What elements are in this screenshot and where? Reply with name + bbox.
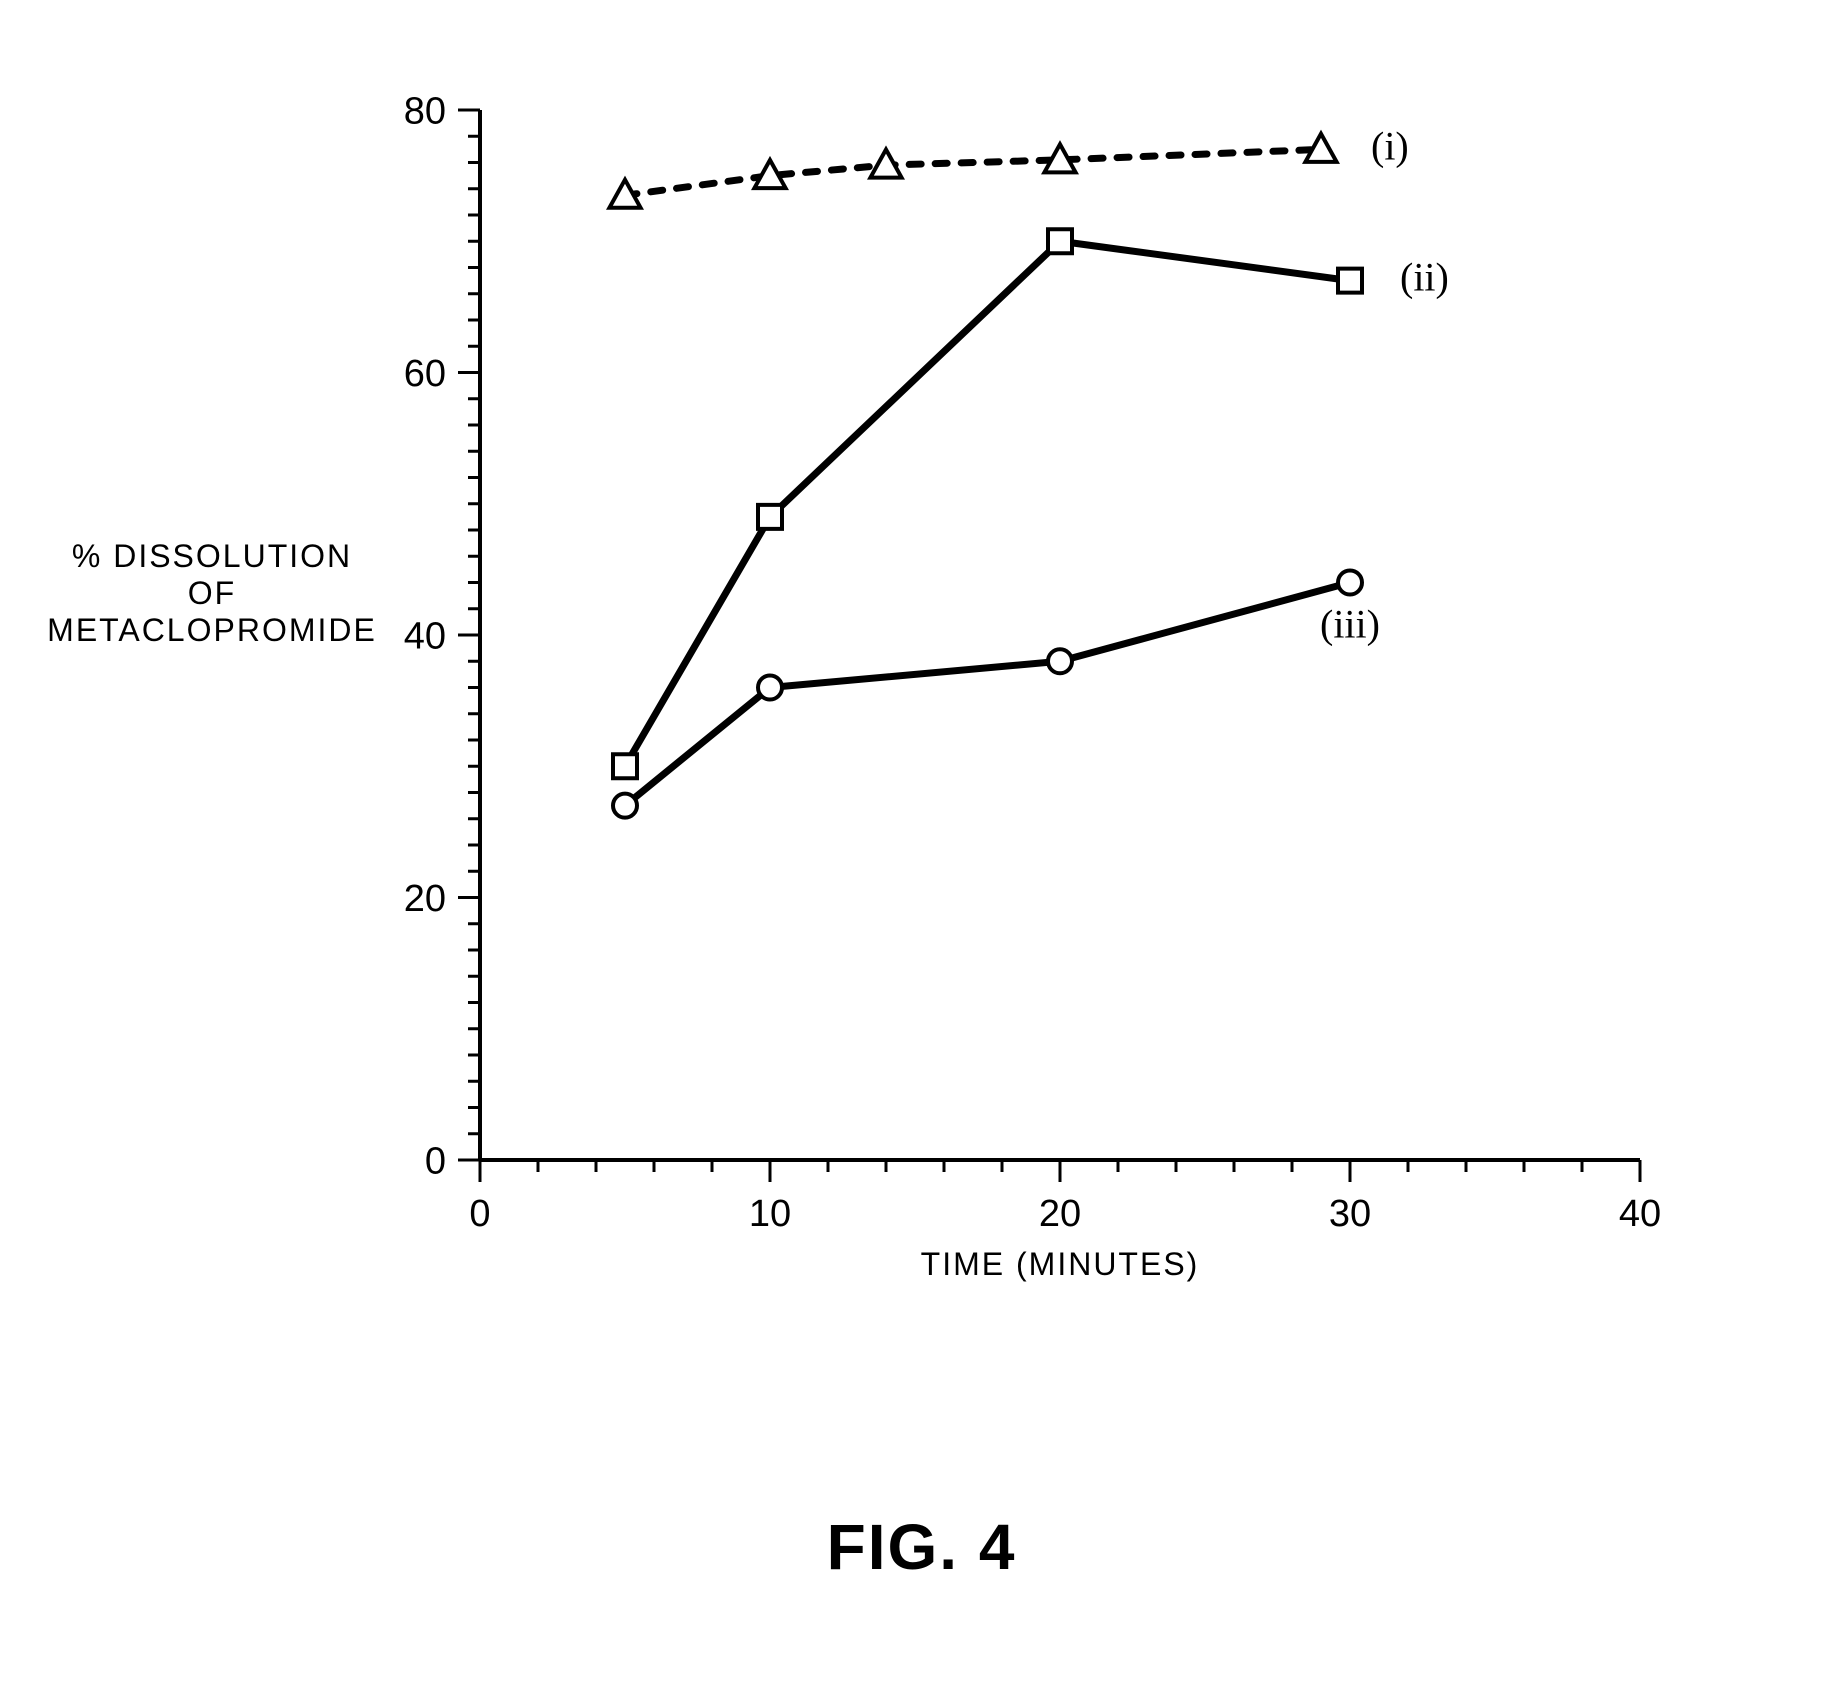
- y-axis-label-line3: METACLOPROMIDE: [47, 612, 377, 648]
- y-axis-label-line2: OF: [188, 575, 236, 611]
- figure-caption: FIG. 4: [0, 1510, 1843, 1584]
- marker-square: [758, 505, 782, 529]
- x-tick-label: 20: [1039, 1193, 1081, 1235]
- x-axis-label: TIME (MINUTES): [921, 1246, 1200, 1282]
- series-label-ii: (ii): [1400, 255, 1449, 300]
- x-tick-label: 10: [749, 1193, 791, 1235]
- y-tick-label: 0: [425, 1140, 446, 1182]
- y-axis-label-line1: % DISSOLUTION: [72, 538, 352, 574]
- series-line-i: [625, 149, 1321, 195]
- series-line-ii: [625, 241, 1350, 766]
- y-tick-label: 20: [404, 878, 446, 920]
- y-tick-label: 40: [404, 615, 446, 657]
- x-tick-label: 0: [469, 1193, 490, 1235]
- series-line-iii: [625, 583, 1350, 806]
- marker-square: [1048, 229, 1072, 253]
- marker-circle: [758, 676, 782, 700]
- x-tick-label: 30: [1329, 1193, 1371, 1235]
- series-label-i: (i): [1371, 123, 1409, 168]
- marker-circle: [1048, 649, 1072, 673]
- series-label-iii: (iii): [1320, 602, 1380, 647]
- y-tick-label: 80: [404, 90, 446, 132]
- marker-square: [1338, 269, 1362, 293]
- page: 0 20 40 60 80 0 10 20 30 40 TIME (MINUTES) % DISSOL…: [0, 0, 1843, 1688]
- x-tick-label: 40: [1619, 1193, 1661, 1235]
- marker-square: [613, 754, 637, 778]
- marker-circle: [613, 794, 637, 818]
- y-tick-label: 60: [404, 353, 446, 395]
- dissolution-chart: 0 20 40 60 80 0 10 20 30 40 TIME (MINUTES) % DISSOL…: [0, 0, 1843, 1688]
- marker-circle: [1338, 571, 1362, 595]
